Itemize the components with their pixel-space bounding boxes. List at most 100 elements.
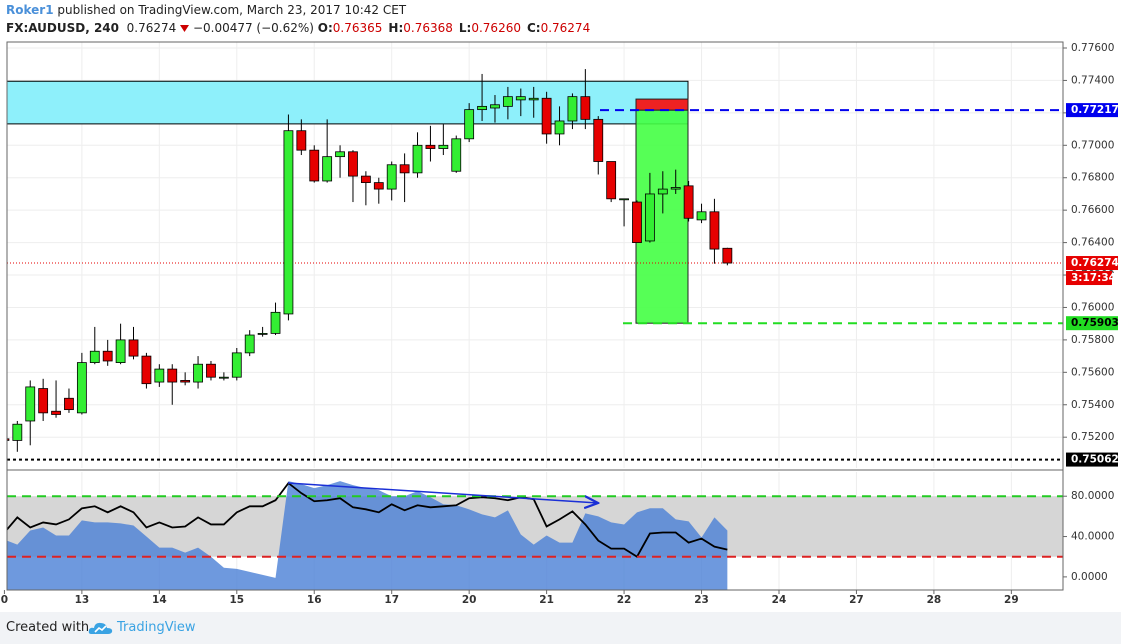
candle-body — [722, 247, 733, 264]
candle-body — [283, 130, 294, 315]
x-tick-label: 21 — [539, 594, 554, 606]
symbol: FX:AUDUSD, 240 — [6, 21, 120, 35]
x-tick-label: 23 — [694, 594, 709, 606]
candle-body — [683, 185, 694, 219]
candle-body — [657, 188, 668, 195]
candle-body — [386, 164, 397, 190]
candle-body — [322, 156, 333, 182]
candle-body — [515, 96, 526, 101]
ohlc-key: L: — [458, 21, 472, 35]
y-tick-label: 40.0000 — [1071, 531, 1114, 543]
candle-body — [644, 193, 655, 242]
y-tick-label: 0.76800 — [1071, 172, 1114, 184]
x-tick-label: 17 — [384, 594, 399, 606]
candle-body — [580, 96, 591, 120]
candle-body — [335, 151, 345, 158]
candle-body — [115, 339, 126, 363]
candle-body — [193, 363, 203, 383]
candle-body — [270, 311, 281, 334]
candle-body — [309, 149, 320, 182]
author[interactable]: Roker1 — [6, 3, 54, 17]
indicator-pane — [7, 472, 1063, 590]
candle-body — [399, 164, 410, 174]
candle-body — [670, 187, 681, 190]
candle-body — [619, 198, 629, 201]
candle-body — [451, 138, 462, 172]
x-tick-label: 24 — [772, 594, 787, 606]
x-tick-label: 0 — [1, 594, 8, 606]
x-tick-label: 14 — [152, 594, 167, 606]
brand[interactable]: TradingView — [117, 620, 196, 635]
candle-body — [425, 144, 436, 149]
x-tick-label: 27 — [849, 594, 864, 606]
y-tick-label: 0.77400 — [1071, 74, 1114, 86]
candle-body — [7, 438, 10, 441]
indicator-area — [7, 481, 728, 590]
y-tick-label: 0.76600 — [1071, 204, 1114, 216]
candle-body — [709, 211, 720, 250]
x-tick-label: 29 — [1004, 594, 1019, 606]
candle-body — [438, 144, 449, 149]
level-label-bg — [1066, 452, 1118, 467]
entry-label-bg — [1066, 103, 1118, 118]
ohlc-key: C: — [526, 21, 541, 35]
published: published on TradingView.com, March 23, … — [57, 3, 407, 17]
candle-body — [128, 339, 139, 357]
candle-body — [528, 97, 539, 101]
symbol-line: FX:AUDUSD, 240 0.76274 −0.00477 (−0.62%)… — [6, 21, 596, 35]
down-icon — [180, 25, 190, 32]
created-with: Created with — [6, 620, 90, 635]
ohlc-key: H: — [388, 21, 404, 35]
candle-body — [51, 410, 61, 415]
candle-body — [218, 376, 229, 379]
divergence-arrow — [287, 482, 598, 503]
candle-body — [373, 182, 384, 190]
candle-body — [606, 161, 617, 200]
y-tick-label: 0.77600 — [1071, 42, 1114, 54]
candle-body — [64, 397, 74, 411]
candle-body — [180, 380, 191, 383]
indicator-line — [7, 481, 728, 558]
ohlc-value: 0.76368 — [403, 21, 453, 35]
frame — [6, 41, 1064, 591]
candle-body — [38, 388, 49, 414]
chart: 0.75200 0.75400 0.75600 0.75800 0.76000 0.762… — [1, 41, 1119, 606]
candle-body — [206, 363, 216, 378]
x-tick-label: 16 — [307, 594, 322, 606]
current-label: 0.76274 — [1071, 257, 1119, 269]
y-tick-label: 0.0000 — [1071, 571, 1108, 583]
candle-body — [554, 120, 565, 135]
ohlc-value: 0.76260 — [471, 21, 521, 35]
change: −0.00477 (−0.62%) — [192, 21, 314, 35]
candle-body — [412, 144, 423, 174]
x-tick-label: 28 — [927, 594, 942, 606]
candle-body — [141, 355, 152, 385]
target-label-bg — [1066, 316, 1118, 331]
main-pane — [7, 42, 1063, 468]
axes: 0.75200 0.75400 0.75600 0.75800 0.76000 0.762… — [1, 42, 1119, 606]
candle-body — [296, 130, 307, 151]
y-tick-label: 0.76000 — [1071, 301, 1114, 313]
candle-body — [464, 109, 475, 140]
candle-body — [502, 96, 513, 107]
candle-body — [167, 368, 178, 383]
candle-body — [632, 201, 642, 243]
candle-body — [25, 386, 36, 422]
ohlc-value: 0.76365 — [332, 21, 383, 35]
publish-line: Roker1 published on TradingView.com, Mar… — [6, 3, 406, 17]
position-stop — [635, 98, 689, 111]
x-tick-label: 13 — [75, 594, 90, 606]
candle-body — [348, 151, 358, 177]
x-tick-label: 22 — [617, 594, 632, 606]
y-tick-label: 0.77000 — [1071, 139, 1114, 151]
ohlc-key: O: — [317, 21, 333, 35]
y-tick-label: 0.75600 — [1071, 366, 1114, 378]
candle-body — [231, 352, 242, 378]
ohlc-value: 0.76274 — [540, 21, 591, 35]
candle-body — [89, 350, 100, 363]
y-tick-label: 0.75200 — [1071, 431, 1114, 443]
x-tick-label: 15 — [229, 594, 244, 606]
y-tick-label: 0.76400 — [1071, 237, 1114, 249]
candle-body — [360, 175, 371, 183]
